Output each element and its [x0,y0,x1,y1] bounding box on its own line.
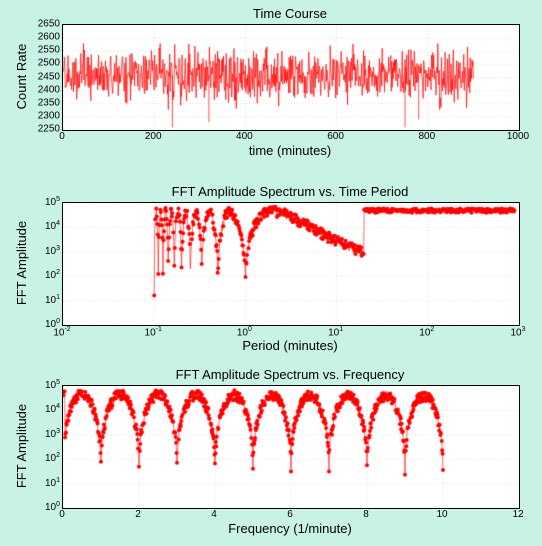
chart-panel-0 [62,24,520,131]
x-tick: 4 [211,509,217,520]
y-tick: 2650 [26,19,60,30]
x-axis-label: Frequency (1/minute) [62,521,518,536]
x-tick: 10-1 [145,326,162,338]
x-tick: 10 [436,509,447,520]
y-tick: 100 [26,318,60,330]
y-tick: 103 [26,245,60,257]
x-tick: 2 [135,509,141,520]
y-tick: 105 [26,196,60,208]
x-tick: 102 [419,326,434,338]
x-tick: 200 [145,131,162,142]
x-tick: 101 [328,326,343,338]
y-tick: 2350 [26,97,60,108]
x-tick: 103 [510,326,525,338]
x-axis-label: time (minutes) [62,143,518,158]
x-tick: 6 [287,509,293,520]
y-tick: 2550 [26,45,60,56]
y-tick: 100 [26,501,60,513]
chart-panel-2 [62,385,520,509]
chart-title: FFT Amplitude Spectrum vs. Time Period [62,184,518,199]
chart-canvas [63,25,519,130]
y-tick: 102 [26,269,60,281]
x-tick: 800 [418,131,435,142]
x-tick: 8 [363,509,369,520]
y-tick: 101 [26,476,60,488]
x-tick: 1000 [507,131,529,142]
y-tick: 101 [26,293,60,305]
y-tick: 2600 [26,32,60,43]
y-tick: 104 [26,220,60,232]
x-tick: 100 [237,326,252,338]
y-tick: 104 [26,403,60,415]
x-tick: 400 [236,131,253,142]
x-tick: 0 [59,131,65,142]
y-tick: 2500 [26,58,60,69]
y-tick: 102 [26,452,60,464]
x-tick: 0 [59,509,65,520]
y-tick: 2400 [26,84,60,95]
x-axis-label: Period (minutes) [62,338,518,353]
x-tick: 12 [512,509,523,520]
y-tick: 2450 [26,71,60,82]
chart-canvas [63,386,519,508]
chart-title: Time Course [62,6,518,21]
chart-canvas [63,203,519,325]
chart-panel-1 [62,202,520,326]
y-tick: 103 [26,428,60,440]
y-tick: 2250 [26,124,60,135]
x-tick: 600 [327,131,344,142]
y-tick: 105 [26,379,60,391]
chart-title: FFT Amplitude Spectrum vs. Frequency [62,367,518,382]
y-tick: 2300 [26,110,60,121]
